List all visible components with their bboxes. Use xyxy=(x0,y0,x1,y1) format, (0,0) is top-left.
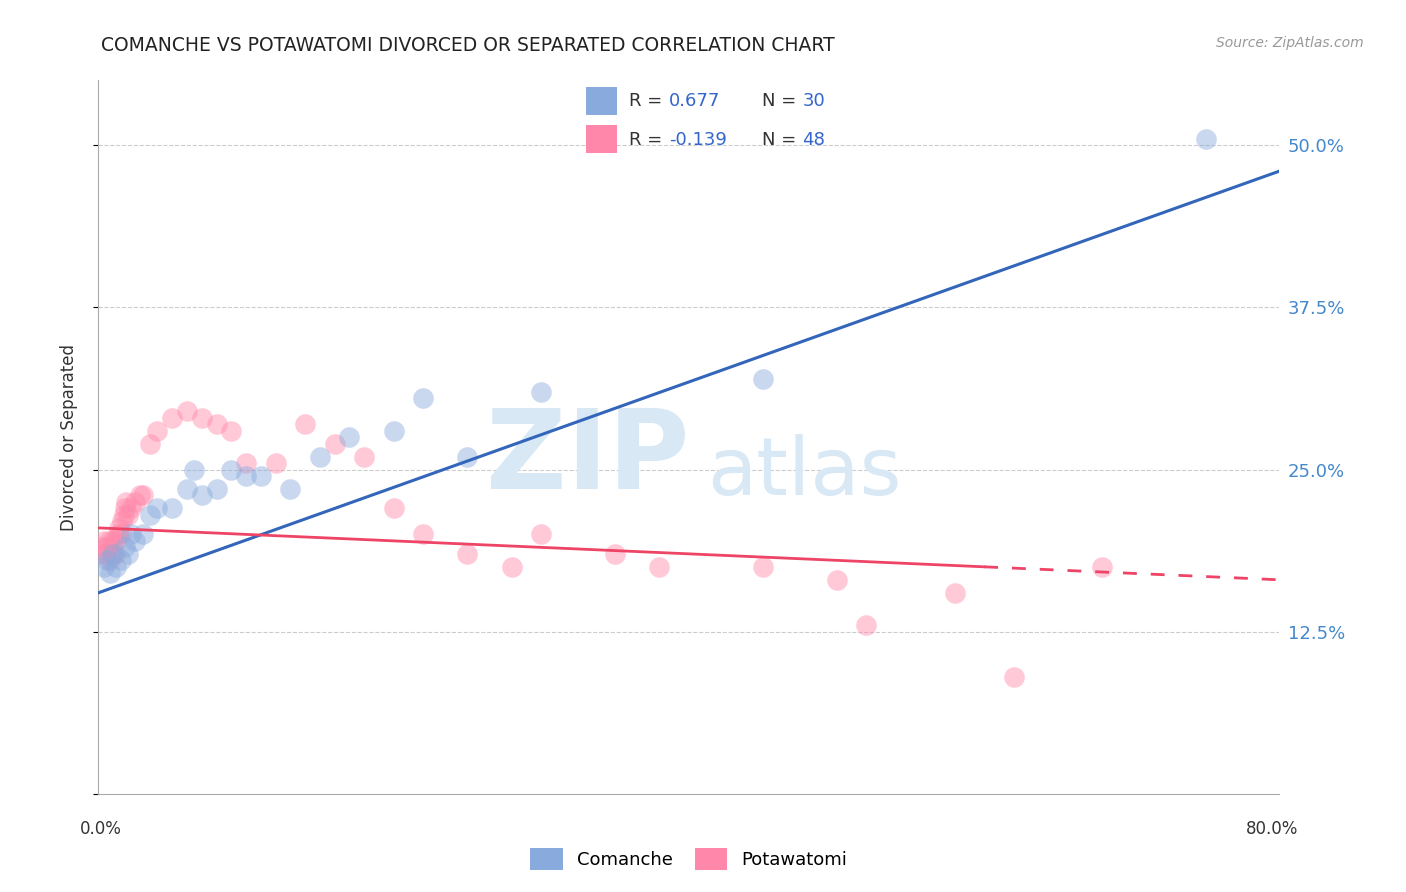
Point xyxy=(98,566,121,581)
Point xyxy=(205,417,228,431)
Point xyxy=(191,410,214,425)
Point xyxy=(96,541,118,555)
Text: Source: ZipAtlas.com: Source: ZipAtlas.com xyxy=(1216,36,1364,50)
Point xyxy=(107,527,129,541)
Point xyxy=(114,501,136,516)
Point xyxy=(104,547,127,561)
Point xyxy=(120,527,142,541)
Point xyxy=(457,547,479,561)
Point xyxy=(96,553,118,567)
Point xyxy=(382,424,405,438)
Text: 0.677: 0.677 xyxy=(669,92,721,110)
Point xyxy=(825,573,848,587)
Point xyxy=(94,547,117,561)
Point xyxy=(146,501,169,516)
Point xyxy=(120,501,142,516)
Text: 80.0%: 80.0% xyxy=(1246,820,1299,838)
Point xyxy=(91,547,114,561)
Point xyxy=(90,541,112,555)
Point xyxy=(1091,559,1114,574)
Text: ZIP: ZIP xyxy=(485,405,689,512)
Point xyxy=(191,488,214,502)
Point xyxy=(412,391,434,405)
Point xyxy=(1002,670,1025,684)
Text: N =: N = xyxy=(762,131,801,149)
Point xyxy=(221,462,243,476)
Point xyxy=(103,547,125,561)
Point xyxy=(605,547,627,561)
Text: N =: N = xyxy=(762,92,801,110)
Point xyxy=(752,372,775,386)
Text: 0.0%: 0.0% xyxy=(80,820,122,838)
Point xyxy=(110,527,132,541)
Point xyxy=(176,482,198,496)
Point xyxy=(205,482,228,496)
Point xyxy=(264,456,287,470)
Point xyxy=(93,533,115,548)
Point xyxy=(124,495,146,509)
Point xyxy=(382,501,405,516)
Point xyxy=(457,450,479,464)
Point xyxy=(323,436,346,450)
Point xyxy=(108,521,131,535)
Text: 48: 48 xyxy=(803,131,825,149)
Text: -0.139: -0.139 xyxy=(669,131,727,149)
Point xyxy=(339,430,361,444)
Text: COMANCHE VS POTAWATOMI DIVORCED OR SEPARATED CORRELATION CHART: COMANCHE VS POTAWATOMI DIVORCED OR SEPAR… xyxy=(101,36,835,54)
Point xyxy=(105,559,128,574)
Point xyxy=(943,586,966,600)
Point xyxy=(124,533,146,548)
Point xyxy=(112,508,135,522)
Point xyxy=(752,559,775,574)
Point xyxy=(1195,131,1218,145)
Point xyxy=(183,462,205,476)
Point xyxy=(93,559,115,574)
Point xyxy=(162,501,183,516)
Point xyxy=(648,559,671,574)
Point xyxy=(235,456,257,470)
Point xyxy=(132,527,155,541)
Point xyxy=(250,469,273,483)
Point xyxy=(114,541,136,555)
Point xyxy=(353,450,375,464)
Point xyxy=(162,410,183,425)
Point xyxy=(128,488,150,502)
Text: 30: 30 xyxy=(803,92,825,110)
Point xyxy=(115,495,138,509)
Point xyxy=(103,533,125,548)
Point xyxy=(280,482,302,496)
Y-axis label: Divorced or Separated: Divorced or Separated xyxy=(59,343,77,531)
Legend: Comanche, Potawatomi: Comanche, Potawatomi xyxy=(523,841,855,878)
Point xyxy=(176,404,198,418)
Point xyxy=(855,618,877,632)
Point xyxy=(530,527,553,541)
Point xyxy=(146,424,169,438)
Point xyxy=(412,527,434,541)
Point xyxy=(111,515,134,529)
Text: R =: R = xyxy=(628,92,668,110)
Point xyxy=(100,547,122,561)
Point xyxy=(501,559,523,574)
Point xyxy=(221,424,243,438)
Point xyxy=(309,450,332,464)
Text: atlas: atlas xyxy=(707,434,901,512)
Bar xyxy=(586,125,617,153)
Bar xyxy=(586,87,617,115)
Point xyxy=(530,384,553,399)
Text: R =: R = xyxy=(628,131,668,149)
Point xyxy=(235,469,257,483)
Point xyxy=(105,533,128,548)
Point xyxy=(97,533,120,548)
Point xyxy=(132,488,155,502)
Point xyxy=(110,553,132,567)
Point xyxy=(117,508,139,522)
Point xyxy=(294,417,316,431)
Point xyxy=(139,508,162,522)
Point xyxy=(139,436,162,450)
Point xyxy=(117,547,139,561)
Point xyxy=(98,553,121,567)
